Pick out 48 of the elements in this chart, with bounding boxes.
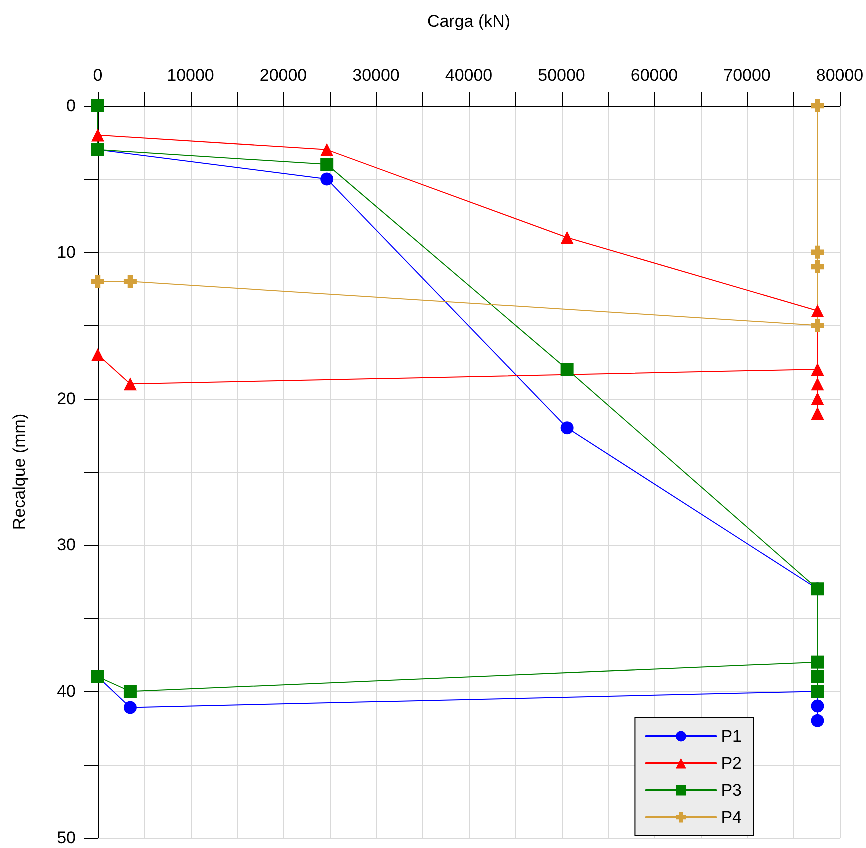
y-tick-label: 40 <box>57 682 76 702</box>
legend-label: P1 <box>721 727 742 746</box>
point <box>811 363 824 376</box>
x-tick-label: 20000 <box>260 66 308 85</box>
point <box>124 701 137 714</box>
point <box>811 378 824 391</box>
x-tick-label: 30000 <box>352 66 400 85</box>
y-tick-label: 10 <box>57 242 76 262</box>
x-tick-label: 50000 <box>538 66 586 85</box>
point <box>124 378 137 391</box>
point <box>560 363 574 376</box>
point <box>92 275 104 288</box>
legend-label: P4 <box>721 808 742 827</box>
point <box>811 670 824 684</box>
x-tick-label: 80000 <box>816 66 864 85</box>
point <box>124 685 137 698</box>
y-tick-label: 20 <box>57 389 76 408</box>
point <box>811 100 824 112</box>
point <box>92 100 104 112</box>
y-tick-label: 50 <box>57 828 76 848</box>
y-tick-label: 30 <box>57 536 76 555</box>
point <box>92 348 104 362</box>
x-tick-label: 70000 <box>724 66 771 85</box>
x-axis-title: Carga (kN) <box>427 12 511 31</box>
x-tick-label: 40000 <box>445 66 493 85</box>
point <box>811 392 824 406</box>
legend-label: P3 <box>721 781 742 800</box>
point <box>811 246 824 259</box>
point <box>92 128 104 142</box>
point <box>560 231 574 244</box>
point <box>320 143 334 156</box>
x-tick-label: 0 <box>93 66 103 85</box>
y-axis-title: Recalque (mm) <box>10 414 29 530</box>
x-tick-label: 10000 <box>167 66 214 85</box>
point <box>124 275 137 288</box>
point <box>320 158 334 172</box>
point <box>811 304 824 318</box>
point <box>320 172 334 186</box>
x-tick-label: 60000 <box>630 66 678 85</box>
point <box>811 700 824 713</box>
point <box>811 406 824 420</box>
point <box>811 260 824 274</box>
point <box>811 656 824 669</box>
point <box>811 319 824 332</box>
legend-label: P2 <box>721 754 742 773</box>
point <box>560 422 574 435</box>
point <box>811 714 824 728</box>
y-tick-label: 0 <box>66 96 76 116</box>
